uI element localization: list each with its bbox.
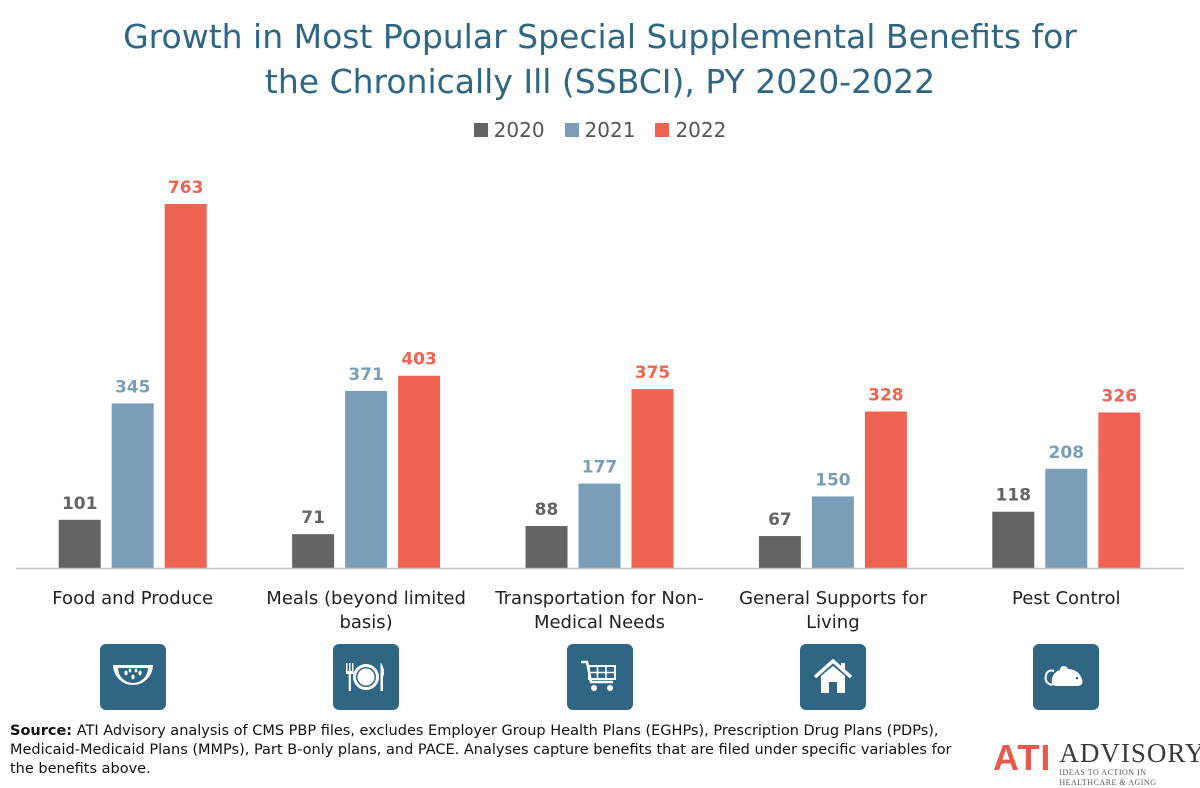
data-label-2022-3: 375 [635, 363, 671, 383]
legend-item-2022: 2022 [655, 118, 726, 142]
bar-2020-2 [292, 534, 335, 568]
source-note: Source: ATI Advisory analysis of CMS PBP… [10, 722, 960, 779]
watermelon-icon [100, 644, 166, 710]
data-label-2022-1: 763 [168, 178, 204, 198]
data-label-2022-2: 403 [401, 350, 437, 370]
data-label-2020-5: 118 [996, 486, 1032, 506]
data-label-2022-5: 326 [1102, 386, 1138, 406]
bar-2022-3 [631, 389, 674, 568]
category-label-3-line-1: Transportation for Non- [494, 588, 704, 609]
bar-2021-4 [811, 496, 854, 568]
bar-2021-2 [345, 391, 388, 568]
data-label-2020-1: 101 [62, 494, 98, 514]
category-label-2-line-2: basis) [339, 612, 392, 633]
chart-title-line-1: Growth in Most Popular Special Supplemen… [123, 17, 1077, 56]
bar-2020-4 [758, 536, 801, 568]
category-label-2-line-1: Meals (beyond limited [266, 588, 466, 609]
data-label-2020-2: 71 [301, 508, 325, 528]
data-label-2021-3: 177 [582, 458, 618, 478]
house-icon [800, 644, 866, 710]
source-label: Source: [10, 723, 73, 739]
data-label-2021-4: 150 [815, 470, 851, 490]
chart-title-line-2: the Chronically Ill (SSBCI), PY 2020-202… [264, 62, 936, 101]
data-label-2021-5: 208 [1049, 443, 1085, 463]
bar-2022-2 [398, 375, 441, 568]
legend-swatch-2021 [564, 123, 579, 137]
legend-label-2020: 2020 [493, 118, 545, 142]
data-label-2022-4: 328 [868, 386, 904, 406]
category-label-1: Food and Produce [52, 588, 213, 609]
legend-swatch-2020 [473, 123, 488, 137]
category-label-3-line-2: Medical Needs [534, 612, 665, 633]
legend-swatch-2022 [655, 123, 670, 137]
logo-tagline: IDEAS TO ACTION IN HEALTHCARE & AGING [1059, 768, 1157, 787]
ati-advisory-logo: ATI ADVISORY IDEAS TO ACTION IN HEALTHCA… [993, 738, 1200, 788]
logo-wordmark: ADVISORY IDEAS TO ACTION IN HEALTHCARE &… [1059, 738, 1200, 788]
legend-label-2021: 2021 [584, 118, 636, 142]
bar-2020-1 [58, 519, 101, 568]
legend-label-2022: 2022 [675, 118, 727, 142]
source-text: ATI Advisory analysis of CMS PBP files, … [10, 723, 952, 777]
bar-chart: 101 345 763 Food and Produce 71 371 403 Meals (… [16, 178, 1184, 633]
chart-title: Growth in Most Popular Special Supplemen… [0, 14, 1200, 104]
bar-2022-4 [864, 411, 907, 568]
bar-2021-1 [111, 403, 154, 568]
chart-legend: 2020 2021 2022 [0, 118, 1200, 142]
data-label-2021-2: 371 [348, 365, 384, 385]
logo-mark: ATI [993, 737, 1052, 778]
legend-item-2020: 2020 [473, 118, 545, 142]
category-label-4-line-1: General Supports for [739, 588, 927, 609]
mouse-icon [1033, 644, 1099, 710]
category-label-5: Pest Control [1012, 588, 1121, 609]
logo-name: ADVISORY [1059, 738, 1200, 768]
shopping-cart-icon [567, 644, 633, 710]
bar-2022-5 [1098, 412, 1141, 568]
bar-2021-3 [578, 483, 621, 568]
bar-2020-3 [525, 526, 568, 568]
category-label-4-line-2: Living [806, 612, 860, 633]
data-label-2020-4: 67 [768, 510, 792, 530]
bar-2022-1 [164, 204, 207, 568]
data-label-2021-1: 345 [115, 377, 151, 397]
bar-2020-5 [992, 511, 1035, 568]
data-label-2020-3: 88 [535, 500, 559, 520]
plate-utensils-icon [333, 644, 399, 710]
bar-2021-5 [1045, 468, 1088, 568]
legend-item-2021: 2021 [564, 118, 636, 142]
